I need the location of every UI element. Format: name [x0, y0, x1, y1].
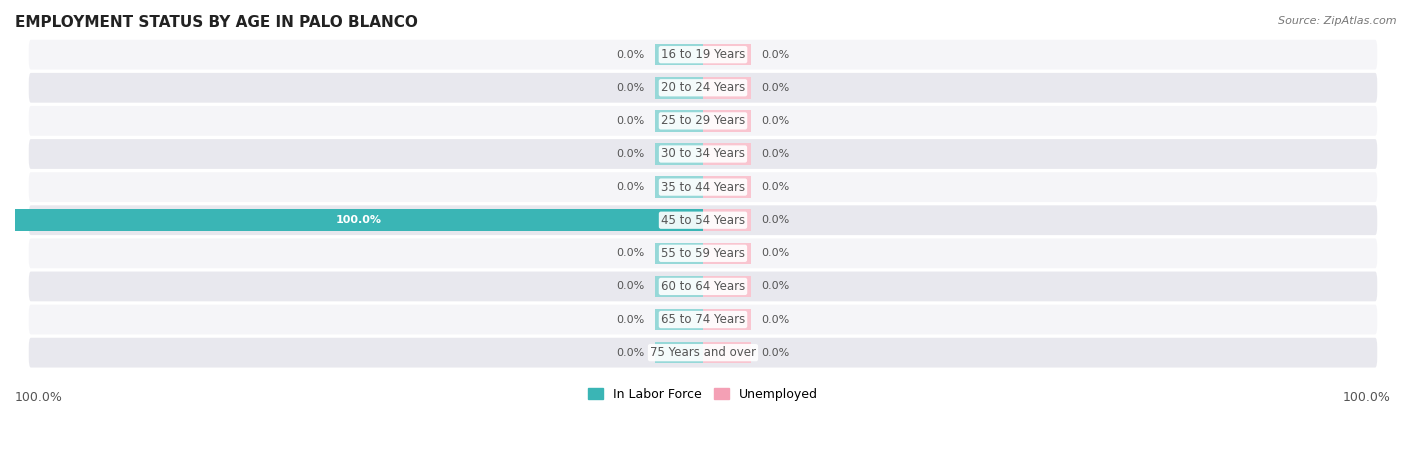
Bar — [655, 243, 703, 264]
Text: 0.0%: 0.0% — [616, 116, 644, 126]
FancyBboxPatch shape — [28, 205, 1378, 235]
Text: 0.0%: 0.0% — [762, 182, 790, 192]
Text: EMPLOYMENT STATUS BY AGE IN PALO BLANCO: EMPLOYMENT STATUS BY AGE IN PALO BLANCO — [15, 15, 418, 30]
Bar — [655, 44, 703, 65]
Text: 0.0%: 0.0% — [616, 315, 644, 324]
Bar — [703, 243, 751, 264]
Text: Source: ZipAtlas.com: Source: ZipAtlas.com — [1278, 16, 1396, 26]
Bar — [703, 276, 751, 297]
Text: 55 to 59 Years: 55 to 59 Years — [661, 247, 745, 260]
Bar — [703, 143, 751, 165]
Bar — [655, 143, 703, 165]
Text: 0.0%: 0.0% — [762, 248, 790, 258]
Bar — [655, 176, 703, 198]
Bar — [655, 77, 703, 99]
Bar — [703, 309, 751, 330]
Text: 65 to 74 Years: 65 to 74 Years — [661, 313, 745, 326]
Text: 0.0%: 0.0% — [616, 248, 644, 258]
FancyBboxPatch shape — [28, 271, 1378, 302]
FancyBboxPatch shape — [28, 40, 1378, 70]
Text: 45 to 54 Years: 45 to 54 Years — [661, 214, 745, 227]
Bar — [703, 44, 751, 65]
Text: 30 to 34 Years: 30 to 34 Years — [661, 148, 745, 161]
Text: 0.0%: 0.0% — [616, 348, 644, 358]
Text: 100.0%: 100.0% — [336, 215, 382, 225]
Text: 0.0%: 0.0% — [616, 281, 644, 292]
Text: 100.0%: 100.0% — [1343, 391, 1391, 404]
Bar — [703, 77, 751, 99]
Text: 0.0%: 0.0% — [762, 116, 790, 126]
FancyBboxPatch shape — [28, 172, 1378, 202]
Bar — [655, 309, 703, 330]
Text: 0.0%: 0.0% — [762, 50, 790, 60]
Text: 0.0%: 0.0% — [762, 215, 790, 225]
FancyBboxPatch shape — [28, 106, 1378, 136]
FancyBboxPatch shape — [28, 73, 1378, 103]
Bar — [655, 110, 703, 132]
Text: 75 Years and over: 75 Years and over — [650, 346, 756, 359]
Bar — [703, 342, 751, 364]
Bar — [703, 176, 751, 198]
Text: 0.0%: 0.0% — [762, 315, 790, 324]
Text: 16 to 19 Years: 16 to 19 Years — [661, 48, 745, 61]
FancyBboxPatch shape — [28, 238, 1378, 268]
Text: 60 to 64 Years: 60 to 64 Years — [661, 280, 745, 293]
Bar — [703, 110, 751, 132]
Legend: In Labor Force, Unemployed: In Labor Force, Unemployed — [583, 383, 823, 406]
Text: 0.0%: 0.0% — [762, 281, 790, 292]
Text: 100.0%: 100.0% — [15, 391, 63, 404]
Text: 25 to 29 Years: 25 to 29 Years — [661, 114, 745, 127]
Text: 0.0%: 0.0% — [762, 149, 790, 159]
Text: 35 to 44 Years: 35 to 44 Years — [661, 180, 745, 194]
FancyBboxPatch shape — [28, 139, 1378, 169]
Bar — [655, 276, 703, 297]
Text: 0.0%: 0.0% — [616, 149, 644, 159]
Text: 0.0%: 0.0% — [616, 83, 644, 93]
FancyBboxPatch shape — [28, 338, 1378, 368]
Bar — [703, 209, 751, 231]
Text: 20 to 24 Years: 20 to 24 Years — [661, 81, 745, 94]
FancyBboxPatch shape — [28, 305, 1378, 334]
Text: 0.0%: 0.0% — [616, 182, 644, 192]
Text: 0.0%: 0.0% — [616, 50, 644, 60]
Text: 0.0%: 0.0% — [762, 83, 790, 93]
Bar — [655, 342, 703, 364]
Text: 0.0%: 0.0% — [762, 348, 790, 358]
Bar — [15, 209, 703, 231]
